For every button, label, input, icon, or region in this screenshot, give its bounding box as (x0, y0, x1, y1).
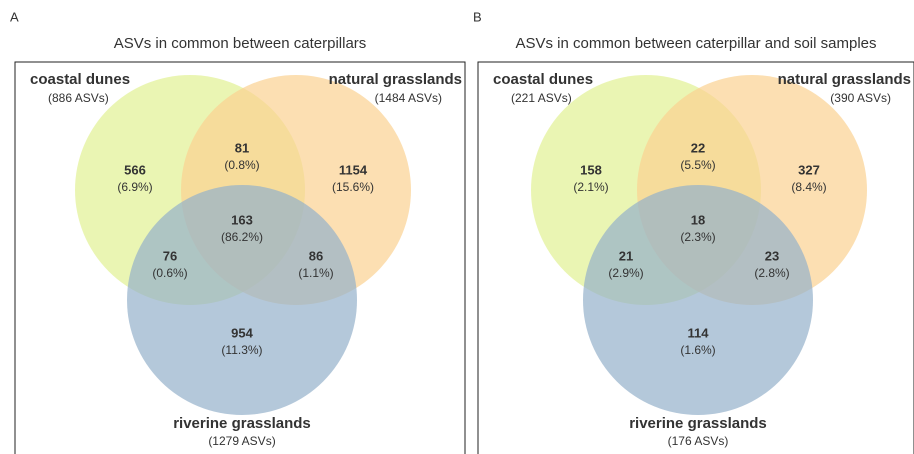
region-count: 21 (619, 248, 633, 263)
region-percent: (5.5%) (680, 158, 715, 172)
set-count: (176 ASVs) (668, 434, 729, 448)
region-percent: (6.9%) (117, 180, 152, 194)
region-count: 22 (691, 140, 705, 155)
region-count: 86 (309, 248, 323, 263)
region-count: 23 (765, 248, 779, 263)
panel-box (477, 61, 914, 454)
region-count: 18 (691, 212, 705, 227)
region-percent: (1.1%) (298, 266, 333, 280)
region-count: 566 (124, 162, 146, 177)
venn-circle (127, 185, 357, 415)
set-count: (1484 ASVs) (375, 91, 442, 105)
region-count: 327 (798, 162, 820, 177)
region-percent: (2.1%) (573, 180, 608, 194)
set-count: (221 ASVs) (511, 91, 572, 105)
region-percent: (11.3%) (221, 343, 262, 357)
region-count: 76 (163, 248, 177, 263)
set-name: riverine grasslands (173, 415, 311, 432)
set-count: (390 ASVs) (830, 91, 891, 105)
region-percent: (2.3%) (680, 230, 715, 244)
set-count: (886 ASVs) (48, 91, 109, 105)
region-count: 954 (231, 325, 253, 340)
region-percent: (1.6%) (680, 343, 715, 357)
region-percent: (15.6%) (332, 180, 374, 194)
set-name: natural grasslands (778, 71, 911, 88)
region-count: 1154 (339, 162, 368, 177)
region-percent: (0.8%) (224, 158, 259, 172)
set-name: coastal dunes (493, 71, 593, 88)
region-percent: (86.2%) (221, 230, 263, 244)
venn-circle (583, 185, 813, 415)
set-name: riverine grasslands (629, 415, 767, 432)
panel-box (14, 61, 466, 454)
set-count: (1279 ASVs) (208, 434, 275, 448)
region-count: 81 (235, 140, 249, 155)
panel-label: A (10, 9, 19, 24)
region-percent: (8.4%) (791, 180, 826, 194)
region-percent: (2.9%) (608, 266, 643, 280)
region-count: 114 (688, 325, 710, 340)
region-percent: (2.8%) (754, 266, 789, 280)
set-name: coastal dunes (30, 71, 130, 88)
panel-title: ASVs in common between caterpillars (114, 35, 367, 52)
panel-title: ASVs in common between caterpillar and s… (515, 35, 876, 52)
set-name: natural grasslands (329, 71, 462, 88)
region-count: 158 (580, 162, 602, 177)
panel-label: B (473, 9, 482, 24)
region-count: 163 (231, 212, 253, 227)
region-percent: (0.6%) (152, 266, 187, 280)
